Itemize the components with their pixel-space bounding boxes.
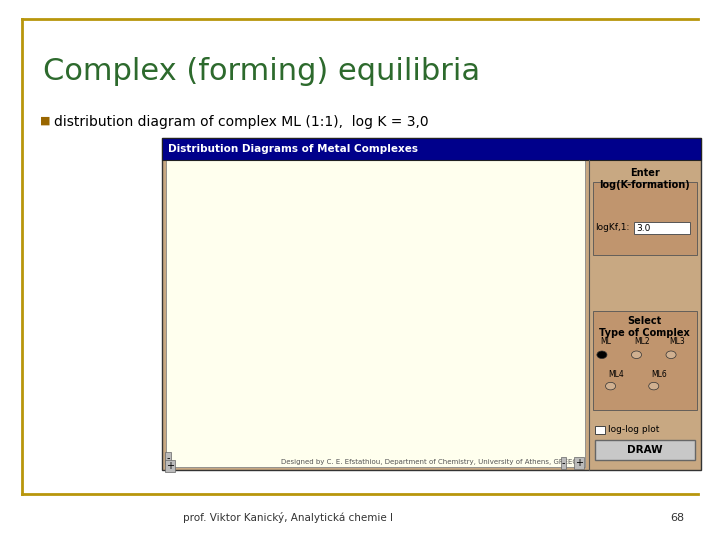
Text: ML3: ML3: [669, 337, 685, 346]
Text: -: -: [562, 458, 565, 468]
Text: 68: 68: [670, 512, 684, 523]
Text: log-log plot: log-log plot: [608, 425, 659, 434]
Text: K=10$^3$ = [ML]/([M][L]): K=10$^3$ = [ML]/([M][L]): [209, 240, 330, 256]
Text: ML6: ML6: [652, 369, 667, 379]
Text: logKf,1:: logKf,1:: [595, 224, 629, 232]
Text: prof. Viktor Kanický, Analytická chemie I: prof. Viktor Kanický, Analytická chemie …: [183, 512, 393, 523]
Text: $\delta_M$: $\delta_M$: [320, 202, 338, 219]
Text: Designed by C. E. Efstathiou, Department of Chemistry, University of Athens, GRE: Designed by C. E. Efstathiou, Department…: [281, 460, 582, 465]
Text: ■: ■: [40, 116, 50, 126]
Text: Enter
log(K-formation): Enter log(K-formation): [599, 168, 690, 190]
Text: +: +: [166, 461, 174, 471]
Text: distribution diagram of complex ML (1:1),  log K = 3,0: distribution diagram of complex ML (1:1)…: [54, 115, 428, 129]
Text: Complex (forming) equilibria: Complex (forming) equilibria: [43, 57, 480, 86]
Text: -: -: [166, 453, 170, 463]
Title: Distribution diagram of a ML-type Complex: Distribution diagram of a ML-type Comple…: [264, 159, 518, 169]
Text: $\delta_{ML}$: $\delta_{ML}$: [471, 234, 495, 251]
Text: Select
Type of Complex: Select Type of Complex: [599, 316, 690, 338]
Text: 50% ML: 50% ML: [209, 319, 257, 328]
Text: ML: ML: [600, 337, 611, 346]
Text: [ML]=[M]$\Rightarrow$[L]=10$^{-3}$: [ML]=[M]$\Rightarrow$[L]=10$^{-3}$: [209, 265, 320, 280]
Text: +: +: [575, 458, 582, 468]
Text: DRAW: DRAW: [627, 445, 662, 455]
Text: Distribution Diagrams of Metal Complexes: Distribution Diagrams of Metal Complexes: [168, 144, 418, 154]
Text: 50% M: 50% M: [209, 343, 250, 353]
Text: ML2: ML2: [634, 337, 650, 346]
Text: 3.0: 3.0: [636, 224, 651, 233]
Text: ML4: ML4: [608, 369, 624, 379]
X-axis label: Concentration fraction vs log[L]: Concentration fraction vs log[L]: [313, 461, 468, 471]
